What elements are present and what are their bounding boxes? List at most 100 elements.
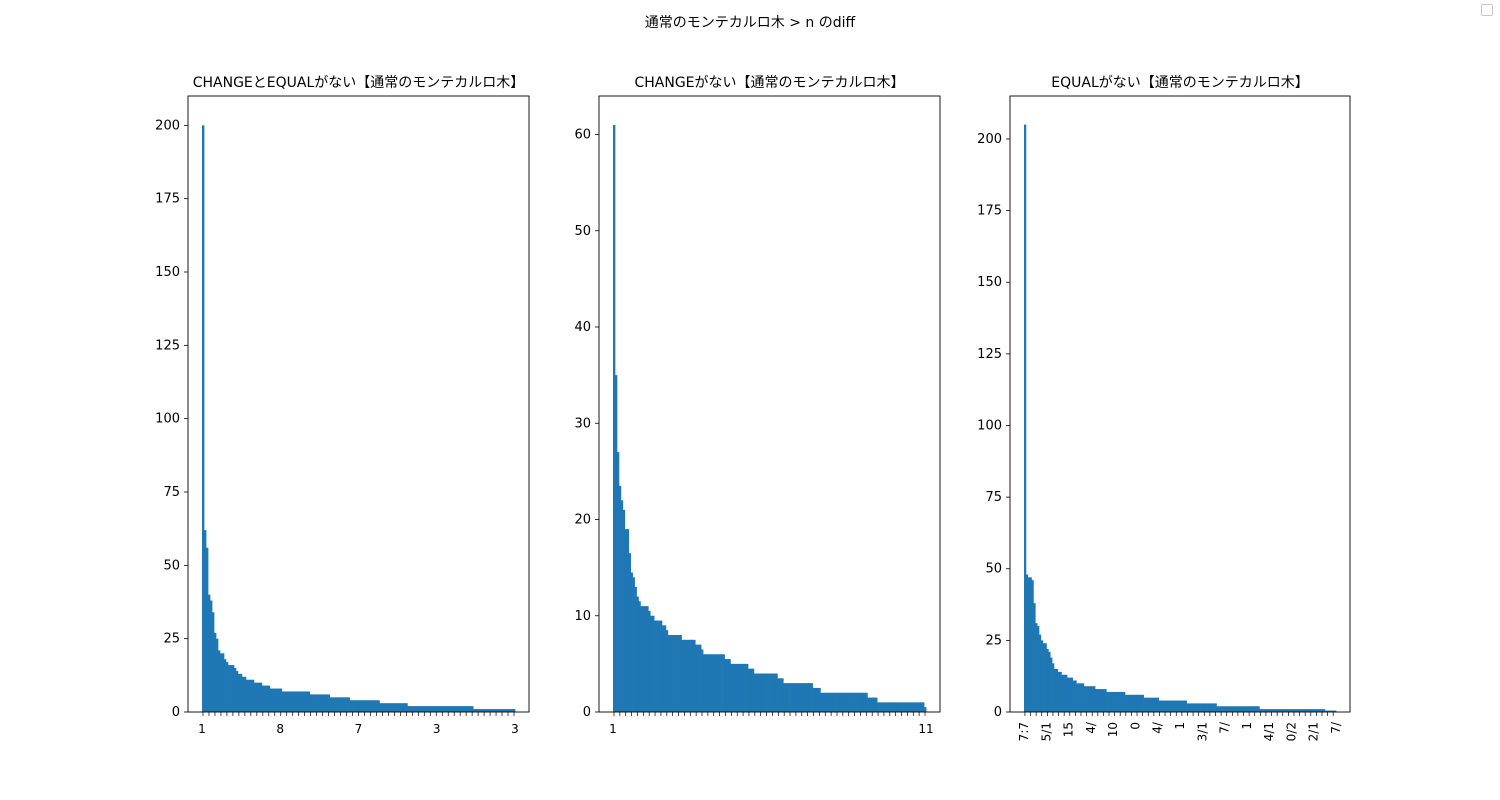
bar [718, 654, 721, 712]
bar [239, 673, 243, 712]
bar [437, 706, 440, 712]
bar [1244, 706, 1247, 712]
bar [1055, 669, 1059, 712]
bar [775, 673, 778, 712]
x-tick-label: 4/1 [1262, 722, 1276, 741]
bar [1094, 689, 1098, 712]
bar [509, 709, 512, 712]
bar [747, 668, 751, 712]
bar [1186, 703, 1189, 712]
bar [497, 709, 500, 712]
bar [1225, 706, 1229, 712]
bar [1141, 694, 1144, 712]
bar [857, 692, 860, 712]
bar [1053, 669, 1057, 712]
bar [1175, 700, 1178, 712]
bar [689, 639, 692, 712]
bar [1037, 626, 1040, 712]
bar [1311, 709, 1314, 712]
bar [712, 654, 716, 712]
bar [1029, 577, 1032, 712]
bar [626, 529, 630, 712]
bar [333, 697, 336, 712]
bar [816, 687, 819, 712]
bar [1160, 700, 1163, 712]
bar [1182, 700, 1186, 712]
bar [223, 659, 227, 712]
bar [235, 670, 239, 712]
bar [869, 697, 872, 712]
bar [305, 691, 309, 712]
bar [375, 700, 378, 712]
y-tick-label: 10 [574, 609, 591, 624]
bar [796, 683, 800, 712]
bar [1080, 683, 1083, 712]
bar [413, 706, 416, 712]
bar [779, 678, 782, 712]
x-tick-label: 11 [918, 722, 933, 736]
y-tick-label: 150 [977, 275, 1002, 290]
bar [1126, 694, 1130, 712]
bar [1180, 700, 1184, 712]
bar [341, 697, 344, 712]
bar [1281, 709, 1285, 712]
bar [355, 700, 358, 712]
bar [409, 706, 412, 712]
bar [1035, 623, 1038, 712]
y-tick-label: 25 [985, 633, 1002, 648]
bar [281, 691, 285, 712]
bar [327, 694, 330, 712]
bar [896, 702, 900, 712]
bar [273, 688, 277, 712]
y-tick-label: 50 [574, 224, 591, 239]
bar [309, 694, 313, 712]
bar [453, 706, 456, 712]
bar [1033, 603, 1036, 712]
bar [865, 692, 868, 712]
bar [1266, 709, 1270, 712]
bar [1270, 709, 1273, 712]
bar [371, 700, 374, 712]
bar [1255, 706, 1258, 712]
bar [1259, 709, 1262, 712]
bar [804, 683, 808, 712]
bar [297, 691, 301, 712]
bar [622, 509, 626, 712]
bar [661, 625, 665, 712]
bar [879, 702, 882, 712]
bar [650, 615, 653, 712]
bar [1246, 706, 1249, 712]
bar [751, 668, 755, 712]
bar [313, 694, 317, 712]
subplot-title: EQUALがない【通常のモンテカルロ木】 [1051, 75, 1309, 91]
bar [1309, 709, 1313, 712]
x-tick-label: 0/2 [1284, 722, 1298, 741]
bar [624, 529, 628, 712]
bar [315, 694, 319, 712]
bar [681, 639, 684, 712]
bar [221, 653, 225, 712]
bar [808, 683, 811, 712]
bar [728, 659, 731, 712]
bar [1261, 709, 1264, 712]
bar [347, 697, 350, 712]
bar [337, 697, 340, 712]
bar [237, 673, 241, 712]
y-tick-label: 200 [155, 118, 180, 133]
bar [425, 706, 428, 712]
bar [243, 676, 247, 712]
bar [299, 691, 303, 712]
y-tick-label: 50 [163, 558, 180, 573]
bar [1177, 700, 1180, 712]
bar [648, 610, 651, 712]
bar [812, 687, 815, 712]
bar [732, 663, 735, 712]
bar [231, 665, 235, 712]
bar [487, 709, 490, 712]
y-tick-label: 30 [574, 416, 591, 431]
bar [910, 702, 913, 712]
bar [1154, 697, 1158, 712]
bar [455, 706, 458, 712]
x-tick-label: 7/ [1329, 721, 1343, 734]
bar [765, 673, 768, 712]
